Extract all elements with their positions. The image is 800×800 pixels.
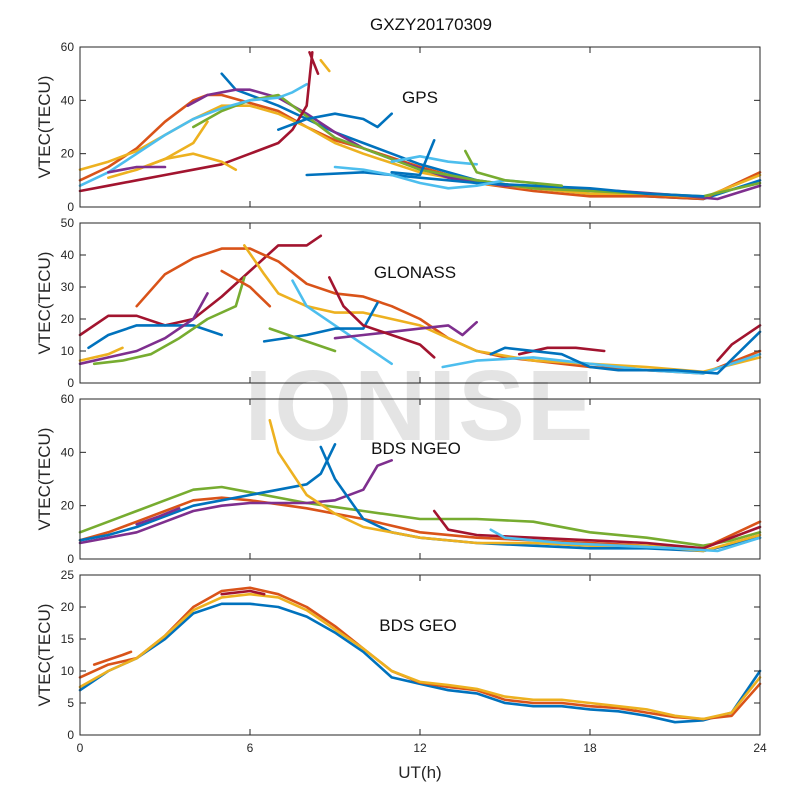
panel-title: GLONASS	[374, 263, 456, 282]
x-tick-label: 6	[247, 741, 254, 755]
y-tick-label: 60	[61, 392, 75, 406]
panel-title: BDS NGEO	[371, 439, 461, 458]
y-tick-label: 10	[61, 664, 75, 678]
y-axis-label: VTEC(TECU)	[35, 428, 54, 531]
y-tick-label: 0	[67, 376, 74, 390]
y-tick-label: 15	[61, 632, 75, 646]
series-line-1-3	[87, 324, 223, 350]
series-line-0-14	[464, 149, 563, 187]
panel-bds-ngeo: 0 20 40 60 VTEC(TECU) BDS NGEO	[35, 392, 762, 566]
series-line-2-7	[489, 528, 762, 553]
y-tick-label: 0	[67, 728, 74, 742]
ionise-watermark: IONISE	[245, 350, 596, 462]
series-line-3-4	[92, 650, 133, 666]
x-axis-label: UT(h)	[398, 763, 441, 782]
figure-title: GXZY20170309	[370, 15, 492, 34]
series-line-1-16	[716, 324, 762, 362]
series-line-0-17	[107, 165, 167, 174]
y-tick-label: 40	[61, 93, 75, 107]
series-line-1-8	[220, 269, 272, 308]
series-line-2-2	[78, 459, 393, 545]
series-line-0-9	[333, 165, 535, 190]
series-line-1-6	[291, 279, 393, 366]
series-line-1-4	[78, 292, 209, 366]
panel-gps: 0 20 40 60 VTEC(TECU) GPS	[35, 40, 762, 214]
y-tick-label: 40	[61, 445, 75, 459]
y-tick-label: 20	[61, 312, 75, 326]
panel-title: BDS GEO	[379, 616, 456, 635]
series-line-1-2	[243, 244, 762, 374]
series-line-0-10	[390, 155, 478, 166]
series-line-0-5	[78, 83, 308, 187]
series-line-0-11	[107, 152, 238, 179]
y-tick-label: 25	[61, 568, 75, 582]
series-line-2-1	[78, 496, 762, 550]
y-tick-label: 20	[61, 147, 75, 161]
y-axis-label: VTEC(TECU)	[35, 76, 54, 179]
series-line-1-0	[78, 234, 323, 337]
x-tick-label: 12	[413, 741, 427, 755]
series-line-3-1	[78, 586, 762, 721]
series-line-0-13	[390, 139, 436, 177]
y-tick-label: 20	[61, 600, 75, 614]
y-tick-label: 40	[61, 248, 75, 262]
series-line-1-11	[268, 327, 337, 353]
y-tick-label: 30	[61, 280, 75, 294]
series-line-2-3	[78, 443, 337, 542]
y-axis-label: VTEC(TECU)	[35, 604, 54, 707]
x-tick-label: 18	[583, 741, 597, 755]
series-line-0-8	[305, 171, 705, 198]
series-line-1-5	[92, 276, 246, 366]
series-line-0-16	[319, 59, 331, 73]
x-tick-label: 24	[753, 741, 767, 755]
panel-title: GPS	[402, 88, 438, 107]
y-tick-label: 60	[61, 40, 75, 54]
series-line-1-15	[78, 346, 124, 362]
series-line-2-8	[135, 507, 181, 526]
y-tick-label: 0	[67, 200, 74, 214]
panel-glonass: 0 10 20 30 40 50 VTEC(TECU) GLONASS	[35, 216, 762, 390]
y-tick-label: 50	[61, 216, 75, 230]
series-line-3-2	[78, 592, 762, 721]
x-tick-label: 0	[77, 741, 84, 755]
series-line-1-14	[489, 330, 762, 375]
y-tick-label: 5	[67, 696, 74, 710]
y-axis-label: VTEC(TECU)	[35, 252, 54, 355]
series-line-3-3	[220, 589, 266, 596]
panel-bds-geo: 0 5 10 15 20 25 0 6 12 18 24 VTEC(TECU) BDS GEO	[35, 568, 767, 755]
series-line-1-9	[333, 320, 478, 340]
series-line-1-10	[328, 276, 436, 359]
series-line-0-0	[220, 72, 762, 201]
y-tick-label: 0	[67, 552, 74, 566]
y-tick-label: 20	[61, 499, 75, 513]
series-line-2-0	[78, 485, 762, 547]
series-line-0-7	[277, 112, 393, 131]
y-tick-label: 10	[61, 344, 75, 358]
series-line-2-6	[432, 509, 762, 550]
series-line-0-15	[308, 51, 320, 75]
series-line-0-12	[135, 120, 209, 171]
